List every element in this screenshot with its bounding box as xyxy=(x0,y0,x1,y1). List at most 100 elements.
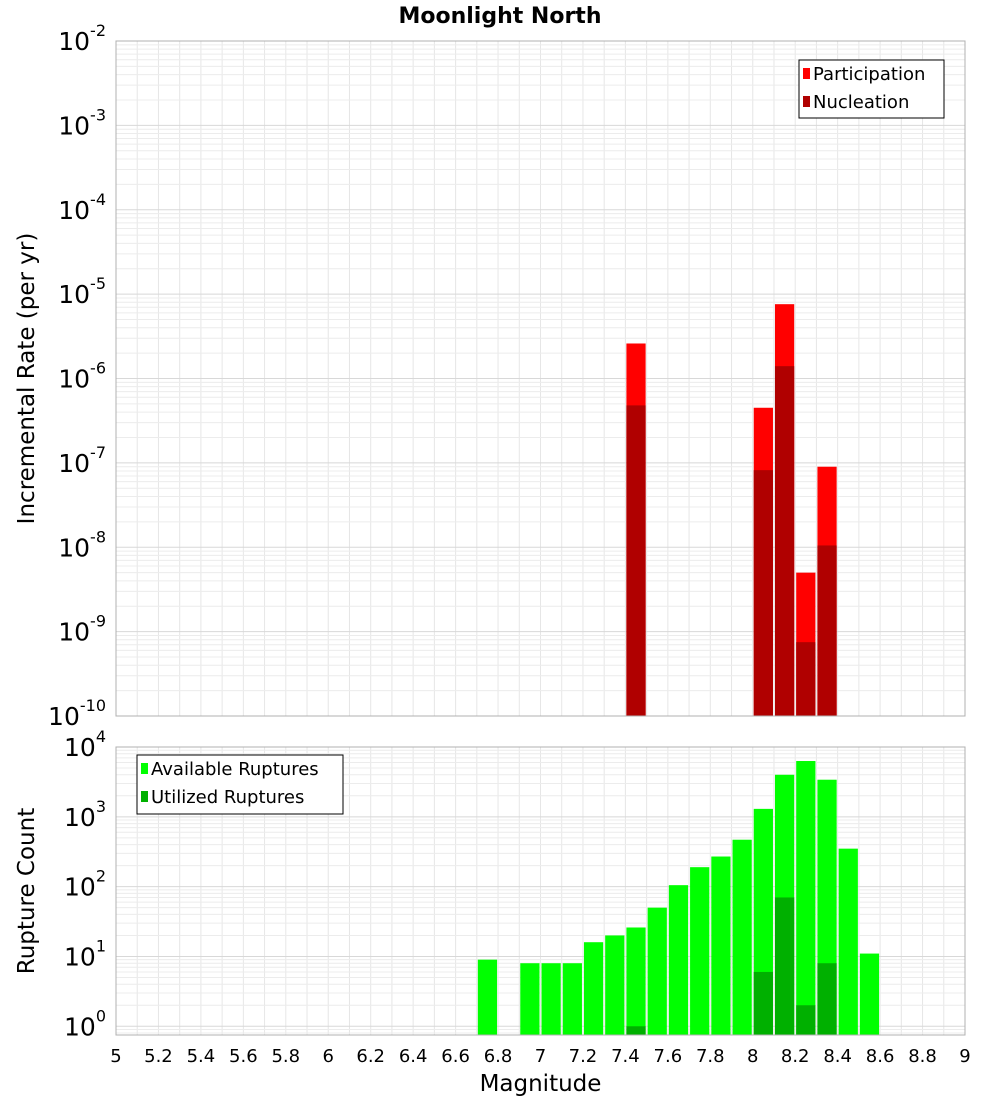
y-tick-label: 10-5 xyxy=(58,274,106,309)
bar-available-ruptures-7-55 xyxy=(647,907,667,1035)
x-tick-label: 6.8 xyxy=(484,1046,513,1067)
bar-nucleation-8-05 xyxy=(753,470,773,716)
x-tick-label: 6.6 xyxy=(441,1046,470,1067)
bar-nucleation-8-35 xyxy=(817,545,837,716)
x-tick-labels: 5 5.2 5.4 5.6 5.8 6 6.2 6.4 6.6 6.8 7 7.2 7.4 7.6 7.8 8… xyxy=(110,1046,970,1067)
rate-gridlines xyxy=(115,40,966,717)
rate-legend-box xyxy=(798,59,945,119)
y-tick-base: 10 xyxy=(64,942,96,971)
legend-label-nucleation: Nucleation xyxy=(813,92,909,113)
x-tick-label: 6.2 xyxy=(356,1046,385,1067)
x-tick-label: 5.4 xyxy=(187,1046,216,1067)
y-tick-base: 10 xyxy=(58,196,90,225)
y-tick-base: 10 xyxy=(58,533,90,562)
y-tick-exponent: -5 xyxy=(90,274,106,293)
x-tick-label: 6 xyxy=(323,1046,334,1067)
y-tick-label: 100 xyxy=(64,1006,106,1041)
y-tick-exponent: -7 xyxy=(90,443,106,462)
bar-utilized-ruptures-8-05 xyxy=(753,971,773,1035)
y-tick-exponent: 1 xyxy=(96,936,106,955)
bar-available-ruptures-7-25 xyxy=(583,942,604,1035)
x-tick-label: 6.4 xyxy=(399,1046,428,1067)
x-tick-label: 5.2 xyxy=(144,1046,173,1067)
y-tick-label: 10-6 xyxy=(58,359,106,394)
bar-available-ruptures-7-15 xyxy=(562,963,582,1035)
y-tick-label: 10-9 xyxy=(58,612,106,647)
y-tick-base: 10 xyxy=(64,803,96,832)
count-bars xyxy=(477,761,880,1035)
legend-swatch-participation xyxy=(803,68,810,79)
y-tick-label: 104 xyxy=(64,727,106,762)
y-tick-base: 10 xyxy=(58,280,90,309)
x-tick-label: 8.4 xyxy=(823,1046,852,1067)
bar-available-ruptures-8-25 xyxy=(796,761,816,1035)
x-tick-label: 8 xyxy=(747,1046,758,1067)
y-tick-label: 102 xyxy=(64,867,106,902)
bar-nucleation-7-45 xyxy=(626,405,646,716)
y-tick-label: 10-10 xyxy=(48,696,106,731)
bar-available-ruptures-7-85 xyxy=(711,856,731,1035)
legend-label-available-ruptures: Available Ruptures xyxy=(151,759,319,780)
bar-available-ruptures-7-65 xyxy=(668,885,689,1035)
legend-label-utilized-ruptures: Utilized Ruptures xyxy=(151,787,304,808)
rate-legend: Participation Nucleation xyxy=(798,59,945,119)
rate-bars xyxy=(626,304,837,716)
y-tick-base: 10 xyxy=(64,1012,96,1041)
y-tick-label: 101 xyxy=(64,936,106,971)
y-tick-exponent: -3 xyxy=(90,105,106,124)
y-tick-label: 103 xyxy=(64,797,106,832)
bar-utilized-ruptures-8-25 xyxy=(796,1005,816,1035)
bar-available-ruptures-7-95 xyxy=(732,839,752,1035)
chart-title: Moonlight North xyxy=(398,4,601,29)
bar-nucleation-8-15 xyxy=(774,366,795,716)
y-tick-exponent: -8 xyxy=(90,527,106,546)
bar-nucleation-8-25 xyxy=(796,642,816,716)
x-tick-label: 5.8 xyxy=(271,1046,300,1067)
x-axis-label: Magnitude xyxy=(480,1071,602,1097)
rate-plot-border xyxy=(115,40,966,717)
x-tick-label: 8.8 xyxy=(908,1046,937,1067)
y-tick-label: 10-4 xyxy=(58,190,106,225)
y-tick-exponent: -10 xyxy=(80,696,106,715)
x-tick-label: 5 xyxy=(110,1046,121,1067)
y-tick-base: 10 xyxy=(64,733,96,762)
bar-available-ruptures-7-75 xyxy=(690,867,710,1035)
y-tick-exponent: -4 xyxy=(90,190,106,209)
x-tick-label: 9 xyxy=(959,1046,970,1067)
legend-label-participation: Participation xyxy=(813,64,925,85)
x-tick-label: 8.2 xyxy=(781,1046,810,1067)
y-tick-exponent: 0 xyxy=(96,1006,106,1025)
y-tick-exponent: -6 xyxy=(90,359,106,378)
y-tick-label: 10-3 xyxy=(58,105,106,140)
rate-y-axis-label: Incremental Rate (per yr) xyxy=(14,233,40,525)
legend-swatch-nucleation xyxy=(803,96,810,107)
y-tick-base: 10 xyxy=(58,618,90,647)
y-tick-label: 10-8 xyxy=(58,527,106,562)
bar-available-ruptures-7-35 xyxy=(605,935,625,1035)
y-tick-exponent: 3 xyxy=(96,797,106,816)
bar-available-ruptures-8-45 xyxy=(838,848,858,1035)
x-tick-label: 7.6 xyxy=(654,1046,683,1067)
y-tick-base: 10 xyxy=(48,702,80,731)
y-tick-exponent: 4 xyxy=(96,727,106,746)
count-legend-box xyxy=(136,754,344,815)
y-tick-exponent: -9 xyxy=(90,612,106,631)
x-tick-label: 7.2 xyxy=(569,1046,598,1067)
bar-available-ruptures-6-75 xyxy=(477,959,498,1035)
bar-available-ruptures-7-45 xyxy=(626,927,646,1035)
x-tick-label: 7.4 xyxy=(611,1046,640,1067)
y-tick-exponent: 2 xyxy=(96,867,106,886)
count-plot-border xyxy=(115,746,966,1036)
legend-swatch-available-ruptures xyxy=(141,763,148,774)
x-tick-label: 7 xyxy=(535,1046,546,1067)
legend-swatch-utilized-ruptures xyxy=(141,791,148,802)
y-tick-base: 10 xyxy=(58,365,90,394)
bar-utilized-ruptures-8-15 xyxy=(774,897,795,1035)
bar-available-ruptures-6-95 xyxy=(520,963,540,1035)
x-tick-label: 5.6 xyxy=(229,1046,258,1067)
